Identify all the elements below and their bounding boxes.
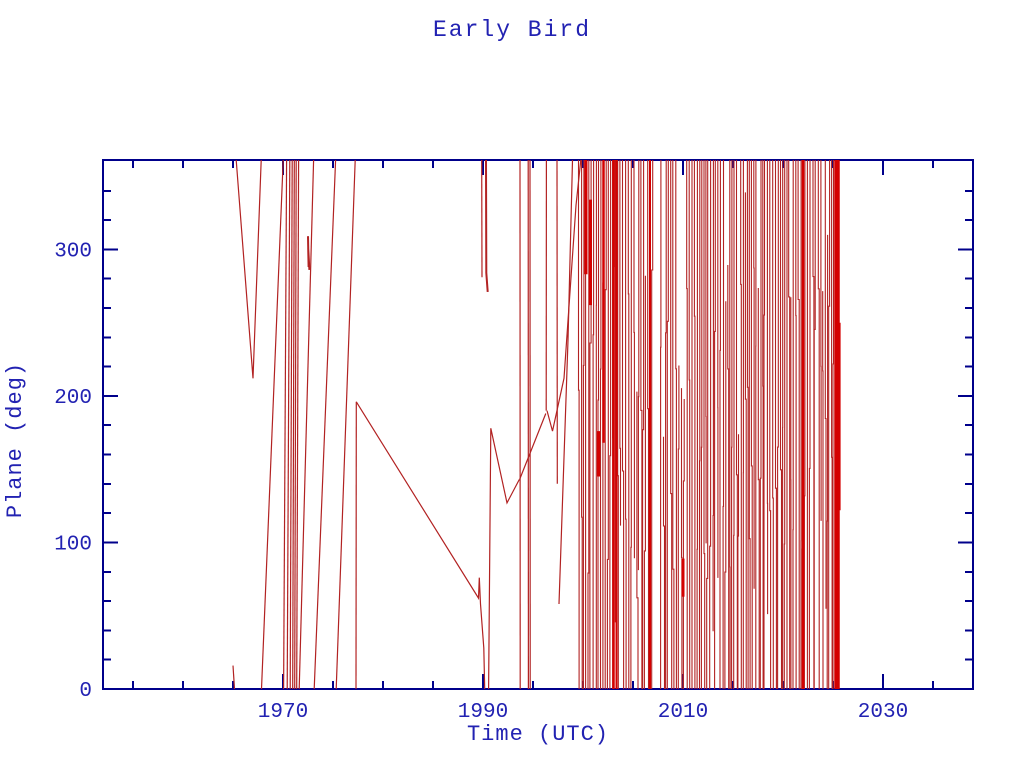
wrap-stroke [828, 160, 831, 689]
series-segment [283, 159, 288, 690]
wrap-stroke [774, 160, 777, 689]
wrap-stroke [587, 160, 590, 689]
series-segment [558, 159, 574, 605]
series-segment [307, 236, 311, 270]
chart-title: Early Bird [432, 17, 592, 43]
wrap-stroke [672, 160, 675, 689]
x-tick-label: 1970 [258, 701, 308, 724]
series-segment [292, 159, 295, 690]
data-series [232, 159, 582, 690]
wrap-stroke [740, 160, 742, 689]
wrap-stroke [744, 192, 747, 689]
wrap-stroke [709, 160, 712, 689]
wrap-stroke [813, 160, 816, 689]
wrap-stroke [757, 288, 760, 689]
x-tick-label: 2030 [858, 701, 908, 724]
wrap-stroke [797, 160, 800, 689]
wrap-stroke [727, 265, 730, 689]
wrap-stroke [772, 160, 774, 689]
dense-wrap-band [577, 160, 839, 689]
wrap-stroke [619, 160, 622, 526]
wrap-stroke [724, 301, 727, 689]
wrap-stroke [824, 160, 827, 609]
wrap-stroke [609, 160, 612, 689]
wrap-stroke [714, 160, 716, 689]
wrap-stroke [693, 160, 696, 689]
wrap-stroke [832, 160, 835, 689]
wrap-stroke [769, 160, 772, 689]
x-tick-label: 1990 [458, 701, 508, 724]
wrap-stroke [737, 434, 740, 689]
wrap-stroke [581, 160, 583, 689]
series-segment [235, 159, 262, 379]
x-tick-label: 2010 [658, 701, 708, 724]
wrap-stroke [682, 399, 685, 689]
y-tick-label: 300 [54, 240, 92, 263]
wrap-stroke [686, 160, 688, 689]
wrap-stroke [592, 160, 595, 689]
wrap-stroke [706, 160, 709, 689]
wrap-stroke [640, 160, 643, 689]
x-axis-label: Time (UTC) [466, 722, 610, 747]
wrap-stroke [677, 365, 680, 689]
series-segment [296, 159, 300, 690]
series-segment [286, 159, 291, 690]
wrap-stroke [617, 160, 619, 689]
series-segment [546, 159, 582, 432]
wrap-stroke [621, 160, 625, 689]
wrap-stroke [627, 160, 630, 689]
wrap-stroke [688, 160, 691, 689]
series-segment [488, 428, 520, 690]
plot-frame [102, 159, 974, 690]
wrap-stroke [604, 160, 607, 689]
wrap-stroke [759, 160, 762, 689]
wrap-stroke [735, 160, 738, 689]
tick-labels: 1970 1990 2010 2030 0 100 200 300 [54, 240, 908, 724]
y-tick-label: 200 [54, 387, 92, 410]
wrap-stroke [666, 160, 669, 689]
series-segment [232, 665, 236, 690]
wrap-stroke [643, 275, 646, 689]
wrap-stroke [636, 391, 639, 689]
wrap-stroke [808, 160, 811, 689]
wrap-stroke [577, 160, 580, 689]
y-tick-label: 100 [54, 533, 92, 556]
series-segment [485, 159, 489, 292]
wrap-stroke [625, 160, 627, 689]
series-segment [335, 159, 356, 690]
wrap-stroke [803, 160, 806, 689]
y-tick-label: 0 [79, 680, 92, 703]
wrap-stroke [606, 160, 609, 689]
wrap-stroke [750, 160, 753, 689]
series-segment [355, 401, 486, 690]
wrap-stroke [779, 160, 783, 689]
wrap-stroke [665, 160, 667, 689]
series-segment [289, 159, 293, 690]
wrap-stroke [642, 160, 645, 689]
wrap-stroke [748, 160, 751, 689]
wrap-stroke [675, 160, 677, 689]
wrap-stroke [647, 160, 650, 689]
wrap-stroke [662, 436, 666, 689]
wrap-stroke [582, 160, 585, 689]
wrap-stroke [831, 160, 833, 689]
wrap-stroke [763, 160, 766, 689]
series-segment [519, 413, 547, 480]
wrap-stroke [777, 160, 779, 689]
series-segment [298, 159, 315, 690]
wrap-stroke [651, 160, 654, 689]
wrap-stroke [703, 160, 706, 689]
series-segment [294, 159, 297, 690]
bright-strokes [584, 160, 841, 689]
wrap-stroke [788, 160, 791, 689]
series-segment [313, 159, 337, 690]
wrap-stroke [597, 160, 600, 689]
axes [102, 159, 974, 690]
wrap-stroke [670, 160, 673, 689]
wrap-stroke [817, 160, 820, 689]
series-segment [260, 159, 284, 690]
wrap-stroke [746, 160, 749, 689]
